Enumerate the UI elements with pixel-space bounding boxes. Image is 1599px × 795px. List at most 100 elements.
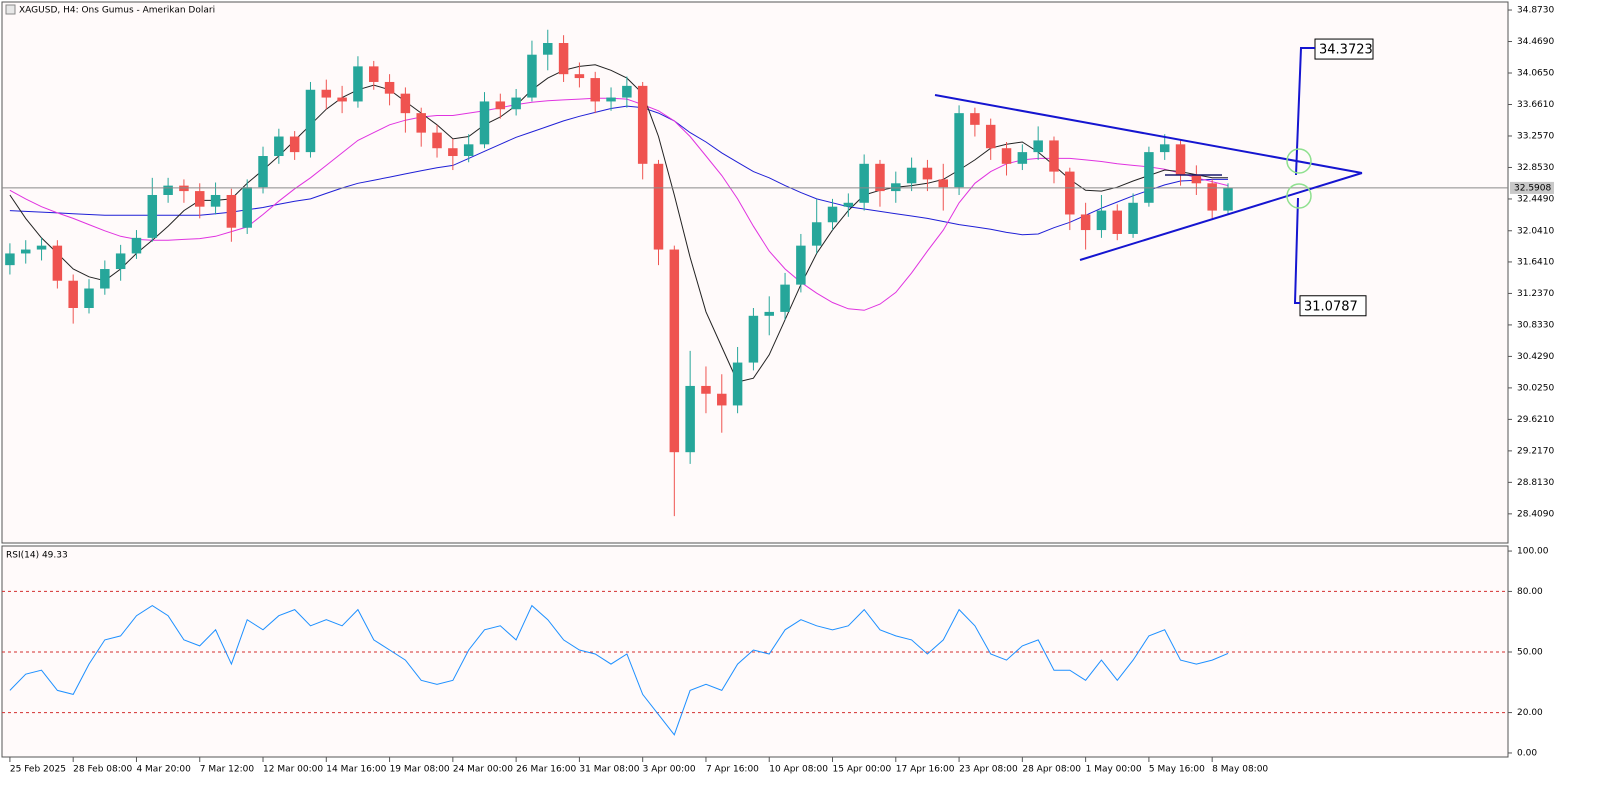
candle-body bbox=[194, 191, 205, 207]
candle-body bbox=[432, 132, 442, 149]
candle-body bbox=[1175, 144, 1186, 176]
target-down-line bbox=[1293, 197, 1300, 304]
candle-body bbox=[274, 136, 284, 157]
candle-body bbox=[1112, 210, 1123, 234]
candle-body bbox=[669, 249, 680, 453]
x-tick-label: 19 Mar 08:00 bbox=[390, 765, 450, 775]
rsi-line bbox=[9, 604, 1229, 736]
candle-body bbox=[495, 101, 506, 110]
y-tick-label: 0.00 bbox=[1517, 748, 1537, 758]
y-tick-label: 30.4290 bbox=[1517, 352, 1554, 362]
y-tick-label: 32.0410 bbox=[1517, 226, 1554, 236]
candle-body bbox=[717, 393, 727, 406]
candle-body bbox=[732, 362, 743, 406]
candle-body bbox=[369, 66, 379, 82]
price-panel bbox=[1, 1, 1509, 544]
candle-body bbox=[463, 144, 474, 157]
triangle-upper-line bbox=[934, 94, 1363, 174]
candle-body bbox=[353, 66, 363, 102]
candle-body bbox=[1080, 214, 1091, 231]
x-tick-label: 8 May 08:00 bbox=[1212, 765, 1268, 775]
y-tick-label: 30.0250 bbox=[1517, 383, 1554, 393]
y-tick-label: 50.00 bbox=[1517, 648, 1543, 658]
candle-body bbox=[827, 206, 838, 223]
candle-body bbox=[527, 54, 537, 98]
x-tick-label: 4 Mar 20:00 bbox=[136, 765, 191, 775]
candle-body bbox=[859, 163, 869, 203]
candle-body bbox=[52, 245, 63, 281]
candle-body bbox=[258, 156, 268, 188]
chart-title: XAGUSD, H4: Ons Gumus - Amerikan Dolari bbox=[19, 6, 215, 16]
x-tick-label: 10 Apr 08:00 bbox=[769, 765, 828, 775]
y-tick-label: 33.6610 bbox=[1517, 100, 1554, 110]
rsi-panel bbox=[1, 545, 1509, 758]
candle-body bbox=[954, 113, 964, 188]
moving-average bbox=[9, 105, 1228, 236]
candle-body bbox=[590, 78, 600, 102]
candle-body bbox=[147, 194, 158, 238]
x-tick-label: 15 Apr 00:00 bbox=[833, 765, 892, 775]
candle-body bbox=[891, 183, 901, 192]
target-box bbox=[1314, 38, 1374, 60]
candle-body bbox=[985, 124, 996, 149]
candle-body bbox=[558, 42, 569, 75]
x-tick-label: 5 May 16:00 bbox=[1149, 765, 1205, 775]
target-up-line bbox=[1295, 47, 1315, 176]
breakout-circle bbox=[1286, 183, 1312, 209]
x-tick-label: 26 Mar 16:00 bbox=[516, 765, 576, 775]
candle-body bbox=[226, 194, 237, 228]
x-tick-label: 1 May 00:00 bbox=[1086, 765, 1142, 775]
x-tick-label: 24 Mar 00:00 bbox=[453, 765, 513, 775]
plot-layer: 34.8730 34.4690 34.0650 33.6610 33.2570 32.85… bbox=[2, 6, 1554, 775]
y-tick-label: 29.2170 bbox=[1517, 446, 1554, 456]
candle-body bbox=[1065, 171, 1075, 215]
candle-body bbox=[970, 113, 980, 125]
candle-body bbox=[875, 163, 885, 192]
candle-body bbox=[305, 89, 316, 153]
symbol-icon bbox=[5, 4, 16, 15]
candle-body bbox=[100, 269, 110, 289]
candle-body bbox=[1223, 187, 1233, 211]
candle-body bbox=[574, 74, 585, 79]
y-tick-label: 34.0650 bbox=[1517, 69, 1554, 79]
x-tick-label: 3 Apr 00:00 bbox=[643, 765, 696, 775]
triangle-lower-line bbox=[1079, 172, 1363, 261]
target-label: 34.3723 bbox=[1319, 43, 1373, 58]
y-tick-label: 20.00 bbox=[1517, 708, 1543, 718]
candle-body bbox=[511, 97, 521, 110]
candle-body bbox=[843, 202, 854, 207]
candle-body bbox=[321, 89, 332, 98]
candle-body bbox=[906, 167, 917, 184]
x-tick-label: 28 Feb 08:00 bbox=[73, 765, 132, 775]
candle-body bbox=[701, 385, 711, 394]
y-tick-label: 34.8730 bbox=[1517, 6, 1554, 16]
candle-body bbox=[448, 148, 458, 157]
x-tick-label: 7 Mar 12:00 bbox=[200, 765, 255, 775]
candle-body bbox=[1191, 175, 1202, 184]
candle-body bbox=[1159, 144, 1170, 153]
x-tick-label: 31 Mar 08:00 bbox=[579, 765, 639, 775]
x-tick-label: 14 Mar 16:00 bbox=[326, 765, 386, 775]
candle-body bbox=[1049, 140, 1059, 172]
candle-body bbox=[1207, 183, 1217, 211]
candle-body bbox=[1096, 210, 1107, 231]
candle-body bbox=[543, 42, 553, 55]
x-tick-label: 28 Apr 08:00 bbox=[1022, 765, 1081, 775]
x-tick-label: 12 Mar 00:00 bbox=[263, 765, 323, 775]
candle-body bbox=[289, 136, 300, 153]
candle-body bbox=[68, 280, 78, 309]
y-tick-label: 29.6210 bbox=[1517, 415, 1554, 425]
candle-body bbox=[36, 245, 47, 250]
y-tick-label: 32.4490 bbox=[1517, 194, 1554, 204]
candle-body bbox=[163, 185, 173, 195]
candle-body bbox=[20, 249, 31, 254]
candle-body bbox=[1017, 152, 1028, 164]
candle-body bbox=[384, 81, 395, 94]
candle-body bbox=[115, 253, 126, 270]
target-box bbox=[1299, 295, 1367, 317]
candle-body bbox=[653, 163, 664, 250]
candle-body bbox=[84, 288, 94, 309]
breakout-circle bbox=[1286, 148, 1312, 174]
y-tick-label: 28.4090 bbox=[1517, 509, 1554, 519]
